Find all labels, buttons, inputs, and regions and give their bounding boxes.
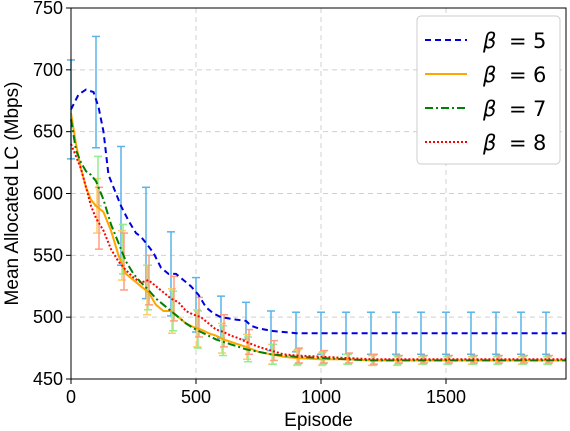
error-bar [420,354,428,364]
legend-label: 8 [533,131,546,155]
error-bar [92,35,100,149]
series-line [70,143,566,361]
legend-box [416,15,561,165]
x-tick-label: 500 [181,387,211,407]
legend-label: 6 [533,63,546,87]
error-bar [295,347,303,364]
error-bar [495,354,503,364]
legend-label: β [482,97,496,121]
error-bar [467,311,475,356]
legend-label: β [482,29,496,53]
x-tick-label: 1500 [426,387,466,407]
legend-label: = [509,63,527,87]
x-tick-label: 1000 [301,387,341,407]
error-bar [145,254,153,306]
legend: β = 5β = 6β = 7β = 8 [416,15,561,165]
y-axis-ticks: 450 500 550 600 650 700 750 [33,0,71,389]
series-lines [70,88,566,362]
error-bar [520,354,528,364]
x-axis-ticks: 0 500 1000 1500 [66,379,466,407]
error-bar [120,232,128,291]
legend-label: β [482,63,496,87]
legend-label: = [509,131,527,155]
legend-label: = [509,29,527,53]
error-bar [320,349,328,364]
x-axis-label: Episode [284,410,353,431]
x-tick-label: 0 [66,387,76,407]
series-line [70,88,566,335]
y-tick-label: 750 [33,0,63,18]
y-tick-label: 650 [33,122,63,142]
error-bar [417,311,425,356]
legend-label: β [482,131,496,155]
y-tick-label: 600 [33,184,63,204]
y-tick-label: 500 [33,307,63,327]
series-line [70,119,566,362]
error-bar [219,325,227,357]
y-axis-label: Mean Allocated LC (Mbps) [2,82,23,306]
error-bar [395,354,403,364]
error-bar [144,264,152,311]
y-tick-label: 450 [33,369,63,389]
error-bar [517,311,525,356]
legend-label: = [509,97,527,121]
legend-label: 7 [533,97,546,121]
error-bar [169,290,177,332]
y-tick-label: 700 [33,60,63,80]
y-tick-label: 550 [33,245,63,265]
legend-label: 5 [533,29,546,53]
